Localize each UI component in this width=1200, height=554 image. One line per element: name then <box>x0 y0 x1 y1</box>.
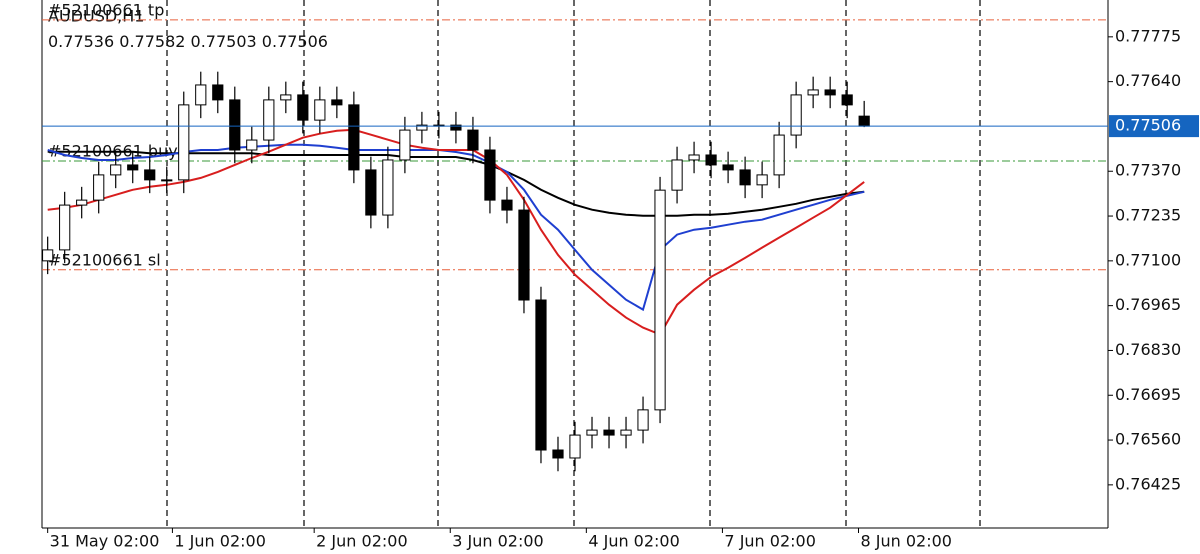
candle-body <box>59 204 71 251</box>
candle-body <box>858 115 870 127</box>
candle-body <box>382 159 394 216</box>
candle-body <box>807 89 819 96</box>
order-label: #52100661 sl <box>48 250 161 269</box>
chart-title: AUDUSD,H1 <box>48 7 144 26</box>
candle-body <box>552 449 564 459</box>
candle-body <box>654 189 666 411</box>
candle-body <box>603 429 615 436</box>
candle-body <box>399 129 411 161</box>
x-tick-label: 8 Jun 02:00 <box>861 532 952 551</box>
ohlc-readout: 0.77536 0.77582 0.77503 0.77506 <box>48 32 328 51</box>
x-tick-label: 1 Jun 02:00 <box>174 532 265 551</box>
candle-body <box>671 159 683 191</box>
ohlc-close: 0.77506 <box>262 32 328 51</box>
candle-body <box>127 164 139 171</box>
candle-body <box>144 169 156 181</box>
y-tick-label: 0.76560 <box>1115 430 1181 449</box>
candle-body <box>467 129 479 151</box>
candle-body <box>212 84 224 101</box>
y-tick-label: 0.76965 <box>1115 295 1181 314</box>
x-tick-label: 31 May 02:00 <box>50 532 160 551</box>
candle-body <box>110 164 122 176</box>
ohlc-low: 0.77503 <box>191 32 257 51</box>
x-tick-label: 2 Jun 02:00 <box>316 532 407 551</box>
candle-body <box>586 429 598 436</box>
ohlc-open: 0.77536 <box>48 32 114 51</box>
candle-body <box>280 94 292 101</box>
candle-body <box>76 199 88 206</box>
y-tick-label: 0.76425 <box>1115 474 1181 493</box>
candle-body <box>501 199 513 211</box>
candle-body <box>229 99 241 151</box>
candle-body <box>331 99 343 106</box>
candle-body <box>314 99 326 121</box>
candle-body <box>93 174 105 201</box>
candle-body <box>705 154 717 166</box>
order-label: #52100661 tp <box>48 0 164 19</box>
candle-body <box>773 134 785 176</box>
x-tick-label: 7 Jun 02:00 <box>724 532 815 551</box>
x-tick-label: 4 Jun 02:00 <box>588 532 679 551</box>
y-tick-label: 0.76695 <box>1115 385 1181 404</box>
candle-body <box>246 139 258 151</box>
candle-body <box>416 124 428 131</box>
price-box <box>1109 115 1199 138</box>
candle-body <box>841 94 853 106</box>
candle-body <box>348 104 360 171</box>
candle-body <box>756 174 768 186</box>
candle-body <box>637 409 649 431</box>
candle-body <box>620 429 632 436</box>
candle-body <box>535 299 547 451</box>
candle-body <box>161 179 173 182</box>
candle-body <box>263 99 275 141</box>
candle-body <box>569 434 581 459</box>
candle-body <box>790 94 802 136</box>
y-tick-label: 0.77640 <box>1115 71 1181 90</box>
candle-body <box>297 94 309 121</box>
price-label: 0.77506 <box>1115 116 1181 135</box>
candle-body <box>178 104 190 181</box>
x-tick-label: 3 Jun 02:00 <box>452 532 543 551</box>
y-tick-label: 0.77775 <box>1115 26 1181 45</box>
y-tick-label: 0.77235 <box>1115 206 1181 225</box>
candle-body <box>365 169 377 216</box>
candle-body <box>42 249 54 262</box>
candle-body <box>824 89 836 96</box>
y-tick-label: 0.77100 <box>1115 250 1181 269</box>
candle-body <box>722 164 734 171</box>
candle-body <box>195 84 207 106</box>
ohlc-high: 0.77582 <box>119 32 185 51</box>
candle-body <box>739 169 751 186</box>
y-tick-label: 0.76830 <box>1115 340 1181 359</box>
candle-body <box>688 154 700 161</box>
candle-body <box>450 124 462 131</box>
candle-body <box>484 149 496 201</box>
y-tick-label: 0.77370 <box>1115 161 1181 180</box>
candle-body <box>518 209 530 301</box>
